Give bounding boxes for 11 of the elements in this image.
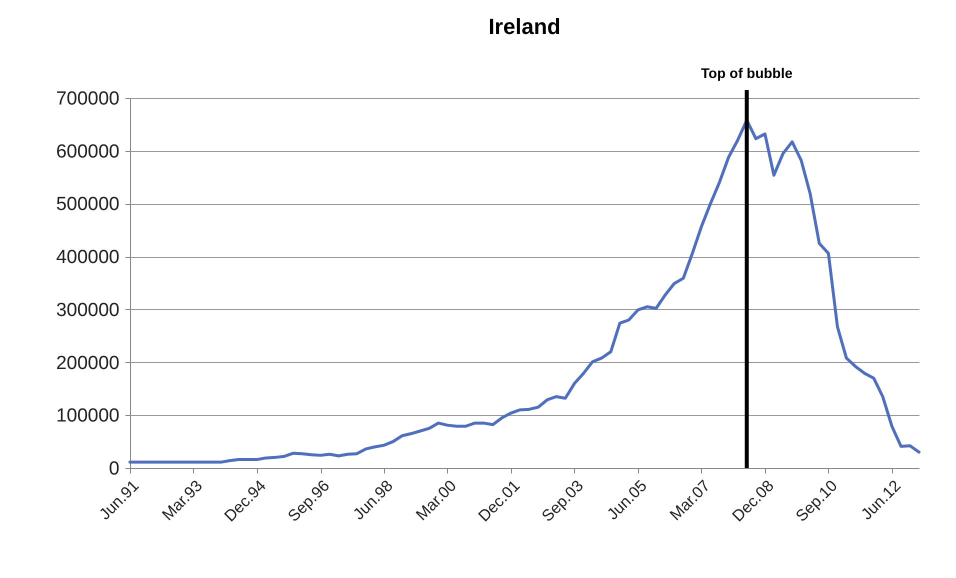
y-tick-label: 200000 (56, 352, 120, 374)
ref-line-label: Top of bubble (701, 65, 793, 81)
y-tick-label: 0 (108, 458, 120, 480)
chart-title: Ireland (488, 14, 561, 39)
y-tick-label: 600000 (56, 141, 120, 162)
y-tick-label: 300000 (56, 300, 120, 321)
y-tick-label: 400000 (56, 247, 120, 268)
line-series (128, 118, 920, 464)
y-tick-label: 100000 (56, 406, 120, 427)
y-tick-label: 500000 (56, 194, 120, 216)
y-tick-label: 700000 (56, 88, 120, 110)
